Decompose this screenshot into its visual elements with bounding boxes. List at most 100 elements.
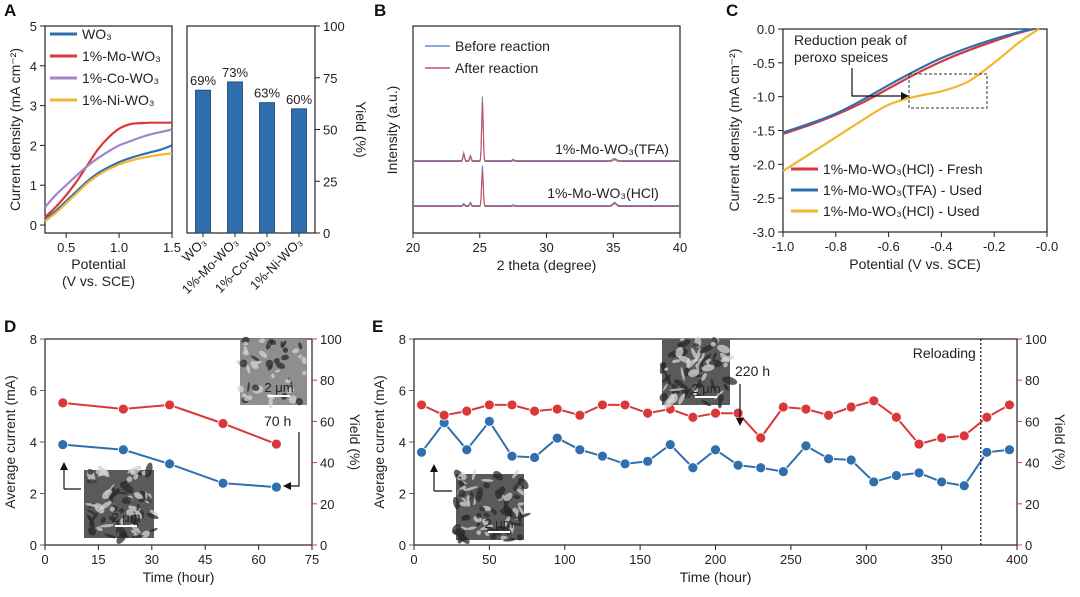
panel-c-x-tick-label: -0.4 (930, 239, 952, 254)
panel-c-x-tick-label: -0.8 (825, 239, 847, 254)
panel-e-current-point (755, 462, 767, 474)
panel-d-sem-image-bottom-grain (135, 511, 143, 520)
panel-b-frame (412, 25, 681, 234)
panel-e-scale-bar-top-label: 2 μm (691, 381, 720, 396)
panel-a-x-tick-label: 1.5 (163, 240, 181, 255)
panel-e-yield-point (755, 432, 767, 444)
panel-e-sem-image-bottom-grain (466, 526, 477, 530)
panel-e-sem-image-top-grain (688, 369, 700, 378)
panel-e-sem-image-bottom-grain (451, 523, 462, 535)
panel-d-sem-image-bottom-grain (100, 516, 106, 524)
panel-e-current-point (777, 466, 789, 478)
panel-b-trace-label-hcl: 1%-Mo-WO₃(HCl) (547, 185, 658, 201)
panel-e-current-point (981, 446, 993, 458)
panel-a2-y-tick-label: 0 (323, 226, 330, 241)
panel-e-arrow-start-head (430, 464, 438, 472)
panel-e-current-point (710, 444, 721, 456)
panel-d-x-tick-label: 45 (198, 552, 212, 567)
panel-e-yield-point (913, 438, 925, 450)
panel-b-trace-label-tfa: 1%-Mo-WO₃(TFA) (555, 141, 669, 157)
panel-d-sem-image-top-grain (271, 373, 275, 379)
panel-e-current-point (687, 462, 699, 474)
panel-e-sem-image-top-grain (717, 393, 724, 403)
panel-e-y2-tick-label: 60 (1025, 414, 1039, 429)
panel-a2-bar-data-label: 63% (254, 86, 280, 101)
panel-d-sem-image-top-grain (255, 360, 262, 364)
panel-e-sem-image-bottom-grain (480, 524, 494, 531)
panel-e-sem-image-top-grain (701, 400, 711, 407)
panel-e-y2-tick-label: 80 (1025, 373, 1039, 388)
panel-d-sem-image-bottom-grain (145, 491, 148, 499)
panel-e-annotation-220h: 220 h (735, 363, 770, 379)
panel-d-sem-image-bottom-grain (96, 526, 103, 532)
panel-e-sem-image-bottom-grain (461, 497, 467, 502)
panel-d-sem-image-top-grain (268, 397, 273, 409)
panel-e-yield-point (461, 405, 473, 417)
panel-e-sem-image-bottom-grain (472, 468, 476, 481)
panel-e-y-tick-label: 2 (399, 487, 406, 502)
panel-c-annotation-line2: peroxo speices (794, 49, 888, 65)
panel-d-sem-image-top-grain (245, 362, 251, 374)
panel-a-y-tick-label: 2 (30, 138, 37, 153)
panel-d-sem-image-bottom-grain (126, 509, 134, 517)
panel-e-y2-tick-label: 40 (1025, 456, 1039, 471)
panel-e-sem-image-top-grain (710, 378, 716, 391)
panel-e-sem-image-bottom-grain (510, 522, 523, 527)
panel-c-legend-label: 1%-Mo-WO₃(TFA) - Used (823, 182, 982, 198)
panel-e-yield-point (619, 399, 631, 411)
panel-a2-bar-data-label: 69% (190, 73, 216, 88)
panel-d-sem-image-top-grain (258, 338, 266, 344)
panel-e-x-axis-label: Time (hour) (680, 569, 752, 585)
panel-c-lsv-chart: -1.0 -0.8 -0.6 -0.4 -0.2 -0.0 0.0 -0.5 -1.0 -1.5 -… (726, 22, 1058, 272)
panel-e-sem-image-top-grain (700, 354, 712, 363)
panel-d-sem-image-top-grain (247, 381, 250, 393)
panel-a2-bar (259, 102, 275, 234)
panel-c-annotation-line1: Reduction peak of (794, 32, 907, 48)
panel-c-x-tick-label: -0.0 (1036, 239, 1058, 254)
panel-e-sem-image-top-grain (669, 388, 685, 391)
panel-e-current-point (461, 444, 473, 456)
panel-d-sem-image-top-grain (237, 385, 244, 393)
panel-e-sem-image-bottom-grain (490, 533, 497, 540)
panel-e-sem-image-bottom-grain (503, 516, 511, 528)
panel-a-x-tick-label: 1.0 (110, 240, 128, 255)
panel-e-yield-point (438, 409, 450, 421)
panel-c-series-line (782, 27, 1035, 134)
panel-e-sem-image-top-grain (696, 383, 704, 389)
panel-e-sem-image-top-grain (717, 401, 722, 409)
panel-d-y2-tick-label: 100 (320, 332, 342, 347)
panel-e-yield-point (845, 401, 857, 413)
panel-a2-y-tick-label: 100 (323, 19, 345, 34)
panel-d-sem-image-bottom-grain (120, 517, 125, 525)
panel-d-x-tick-label: 0 (41, 552, 48, 567)
panel-c-x-tick-label: -0.6 (877, 239, 899, 254)
panel-e-yield-point (823, 409, 834, 421)
panel-letter-a: A (4, 1, 16, 20)
panel-d-scale-bar-bottom-label: 2 μm (111, 510, 140, 525)
panel-e-y2-tick-label: 0 (1025, 538, 1032, 553)
panel-letter-b: B (374, 1, 386, 20)
panel-d-sem-image-bottom-grain (149, 509, 158, 516)
panel-e-x-tick-label: 200 (705, 552, 727, 567)
panel-c-legend-label: 1%-Mo-WO₃(HCl) - Fresh (823, 161, 983, 177)
panel-e-sem-image-top-grain (678, 393, 686, 405)
panel-e-y2-axis-label: Yield (%) (1052, 414, 1068, 470)
panel-c-y-tick-label: -1.0 (753, 90, 775, 105)
panel-e-yield-point (891, 411, 902, 423)
panel-d-sem-image-bottom-grain (141, 530, 150, 539)
panel-d-y-tick-label: 8 (30, 332, 37, 347)
panel-d-current-point (57, 439, 69, 450)
panel-d-sem-image-top-grain (298, 354, 302, 359)
panel-e-yield-point (416, 399, 427, 411)
panel-e-current-point (958, 480, 970, 492)
panel-e-sem-image-bottom-grain (469, 491, 474, 507)
panel-d-arrow-start-head (60, 462, 68, 470)
panel-e-sem-image-bottom-grain (507, 508, 517, 520)
panel-e-yield-point (642, 407, 654, 419)
panel-d-sem-image-bottom-grain (130, 465, 142, 475)
panel-e-sem-image-bottom-grain (476, 530, 482, 535)
panel-e-sem-image-bottom-grain (481, 478, 494, 482)
panel-e-sem-image-top-grain (687, 359, 696, 368)
panel-a2-bar (195, 89, 211, 234)
panel-d-y2-tick-label: 80 (320, 373, 334, 388)
